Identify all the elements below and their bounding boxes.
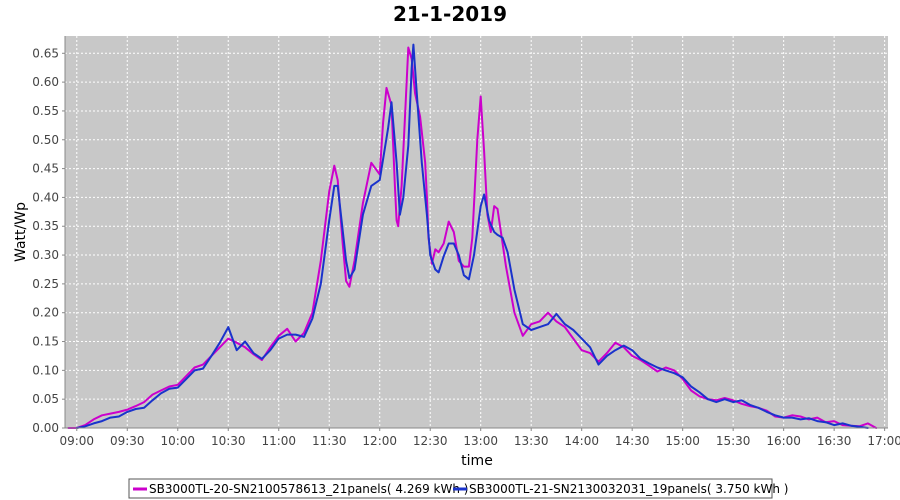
x-tick-label: 13:00	[463, 434, 498, 448]
y-tick-label: 0.35	[32, 219, 59, 233]
x-tick-label: 17:00	[867, 434, 900, 448]
x-tick-label: 12:00	[362, 434, 397, 448]
x-tick-label: 16:30	[817, 434, 852, 448]
y-tick-label: 0.25	[32, 277, 59, 291]
x-tick-label: 10:30	[211, 434, 246, 448]
axes: 0.00 0.05 0.10 0.15 0.20 0.25 0.30 0.35 0.40 0.45…	[32, 36, 900, 448]
y-tick-label: 0.00	[32, 421, 59, 435]
x-tick-label: 11:30	[312, 434, 347, 448]
y-tick-label: 0.55	[32, 104, 59, 118]
x-tick-label: 15:00	[665, 434, 700, 448]
series-layer	[67, 43, 878, 429]
y-tick-label: 0.20	[32, 306, 59, 320]
grid	[65, 36, 888, 429]
y-tick-label: 0.40	[32, 190, 59, 204]
legend-box	[128, 478, 773, 499]
x-tick-label: 14:00	[564, 434, 599, 448]
x-tick-label: 16:00	[766, 434, 801, 448]
x-tick-label: 15:30	[716, 434, 751, 448]
legend-entry-series-2: SB3000TL-21-SN2130032031_19panels( 3.750…	[469, 482, 788, 496]
x-tick-label: 09:30	[110, 434, 145, 448]
x-tick-label: 14:30	[615, 434, 650, 448]
y-tick-label: 0.15	[32, 335, 59, 349]
y-tick-label: 0.30	[32, 248, 59, 262]
y-tick-label: 0.50	[32, 133, 59, 147]
y-tick-label: 0.05	[32, 392, 59, 406]
y-axis-label: Watt/Wp	[13, 202, 29, 262]
y-tick-label: 0.60	[32, 75, 59, 89]
x-axis-label: time	[461, 453, 493, 469]
y-tick-label: 0.65	[32, 46, 59, 60]
series-line-2	[75, 43, 869, 429]
chart-title: 21-1-2019	[393, 2, 507, 26]
y-tick-label: 0.45	[32, 162, 59, 176]
legend-entry-series-1: SB3000TL-20-SN2100578613_21panels( 4.269…	[149, 482, 468, 496]
x-tick-label: 13:30	[514, 434, 549, 448]
x-tick-label: 11:00	[261, 434, 296, 448]
x-tick-label: 09:00	[59, 434, 94, 448]
y-tick-label: 0.10	[32, 363, 59, 377]
x-tick-label: 10:00	[160, 434, 195, 448]
x-tick-label: 12:30	[413, 434, 448, 448]
legend: SB3000TL-20-SN2100578613_21panels( 4.269…	[128, 478, 788, 499]
